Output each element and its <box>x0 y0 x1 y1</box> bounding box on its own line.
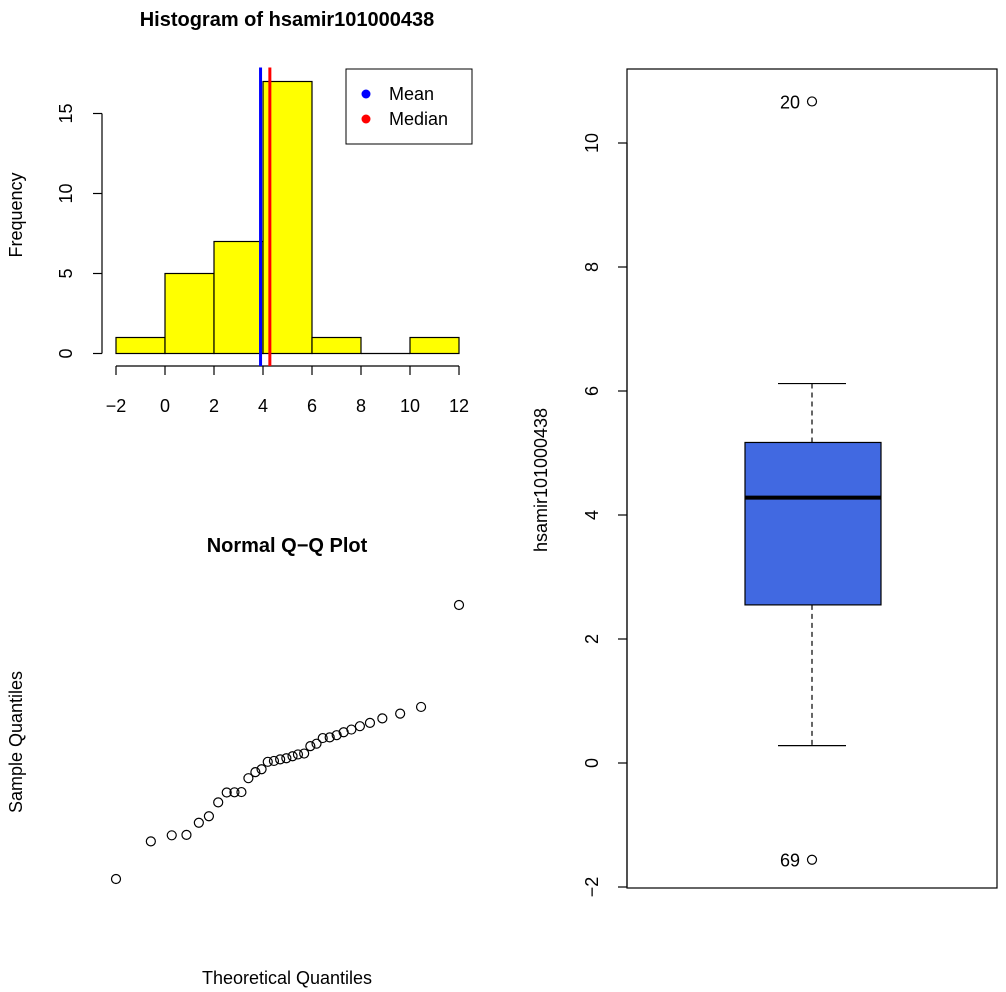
qq-y-axis-label: Sample Quantiles <box>6 671 26 813</box>
qq-point <box>268 755 280 767</box>
y-tick-label: 4 <box>582 510 602 520</box>
legend-mean-marker <box>361 89 371 99</box>
qq-point <box>275 754 286 765</box>
y-tick-label: 6 <box>582 386 602 396</box>
qq-point <box>299 748 310 759</box>
qq-point <box>256 764 267 775</box>
qq-point <box>213 797 224 808</box>
qq-point <box>221 787 232 798</box>
y-tick-label: 10 <box>582 133 602 153</box>
outlier-point <box>806 96 818 107</box>
y-tick-label: 10 <box>56 183 76 203</box>
qq-point <box>324 732 335 743</box>
qq-point <box>305 741 316 752</box>
legend-median-label: Median <box>389 109 448 129</box>
histogram-bar <box>115 336 166 355</box>
histogram-bar <box>164 272 215 355</box>
y-tick-label: 2 <box>582 634 602 644</box>
histogram-y-axis: 0 5 10 15 <box>56 103 103 359</box>
x-tick-label: 0 <box>160 396 170 416</box>
qq-point <box>311 738 322 749</box>
box-iqr <box>744 441 882 606</box>
qq-point <box>203 811 215 822</box>
qq-point <box>377 713 388 724</box>
qq-point <box>346 724 357 735</box>
x-tick-label: −2 <box>106 396 127 416</box>
outlier-label: 69 <box>780 851 800 871</box>
qq-x-axis-label: Theoretical Quantiles <box>202 968 372 988</box>
qq-point <box>229 787 240 798</box>
y-tick-label: 0 <box>56 348 76 358</box>
y-tick-label: 5 <box>56 268 76 278</box>
histogram-x-axis: −2 0 2 4 6 8 10 12 <box>106 365 469 416</box>
qq-point <box>181 829 192 840</box>
qq-point <box>317 732 328 744</box>
qq-point <box>364 717 376 728</box>
y-tick-label: −2 <box>582 877 602 898</box>
boxplot-y-axis: −2 0 2 4 6 8 10 <box>582 133 628 898</box>
qq-point <box>243 773 254 784</box>
legend-median-marker <box>361 114 371 124</box>
qq-point <box>453 599 465 611</box>
x-tick-label: 4 <box>258 396 268 416</box>
qq-point <box>281 753 292 764</box>
qq-point <box>415 701 427 713</box>
histogram-legend: Mean Median <box>345 68 473 145</box>
outlier-point <box>806 854 818 865</box>
qq-plot-title: Normal Q−Q Plot <box>207 535 368 557</box>
qq-point <box>236 786 247 798</box>
y-tick-label: 15 <box>56 103 76 123</box>
legend-box <box>345 68 473 145</box>
y-tick-label: 8 <box>582 262 602 272</box>
x-tick-label: 10 <box>400 396 420 416</box>
histogram-bar <box>311 336 362 355</box>
qq-point <box>292 749 304 760</box>
qq-point <box>110 873 122 885</box>
qq-point <box>145 836 156 847</box>
qq-point <box>262 756 273 767</box>
qq-point <box>395 708 406 719</box>
qq-points <box>110 599 465 885</box>
x-tick-label: 2 <box>209 396 219 416</box>
qq-point <box>166 830 177 841</box>
x-tick-label: 12 <box>449 396 469 416</box>
legend-mean-label: Mean <box>389 84 434 104</box>
outlier-label: 20 <box>780 92 800 112</box>
histogram-y-axis-label: Frequency <box>6 172 26 257</box>
qq-point <box>354 721 365 732</box>
histogram-bar <box>213 240 264 355</box>
x-tick-label: 8 <box>356 396 366 416</box>
y-tick-label: 0 <box>582 758 602 768</box>
x-tick-label: 6 <box>307 396 317 416</box>
boxplot-body <box>744 382 882 747</box>
histogram-stat-lines <box>259 67 272 366</box>
histogram-title: Histogram of hsamir101000438 <box>140 9 435 31</box>
qq-point <box>250 767 261 778</box>
qq-point <box>193 817 204 828</box>
histogram-bar <box>409 336 460 355</box>
qq-point <box>331 730 342 741</box>
histogram-panel: Histogram of hsamir101000438 Frequency −… <box>6 9 473 416</box>
qq-point <box>287 751 298 762</box>
boxplot-y-axis-label: hsamir101000438 <box>531 408 551 552</box>
qq-plot-panel: Normal Q−Q Plot Theoretical Quantiles Sa… <box>6 535 465 988</box>
